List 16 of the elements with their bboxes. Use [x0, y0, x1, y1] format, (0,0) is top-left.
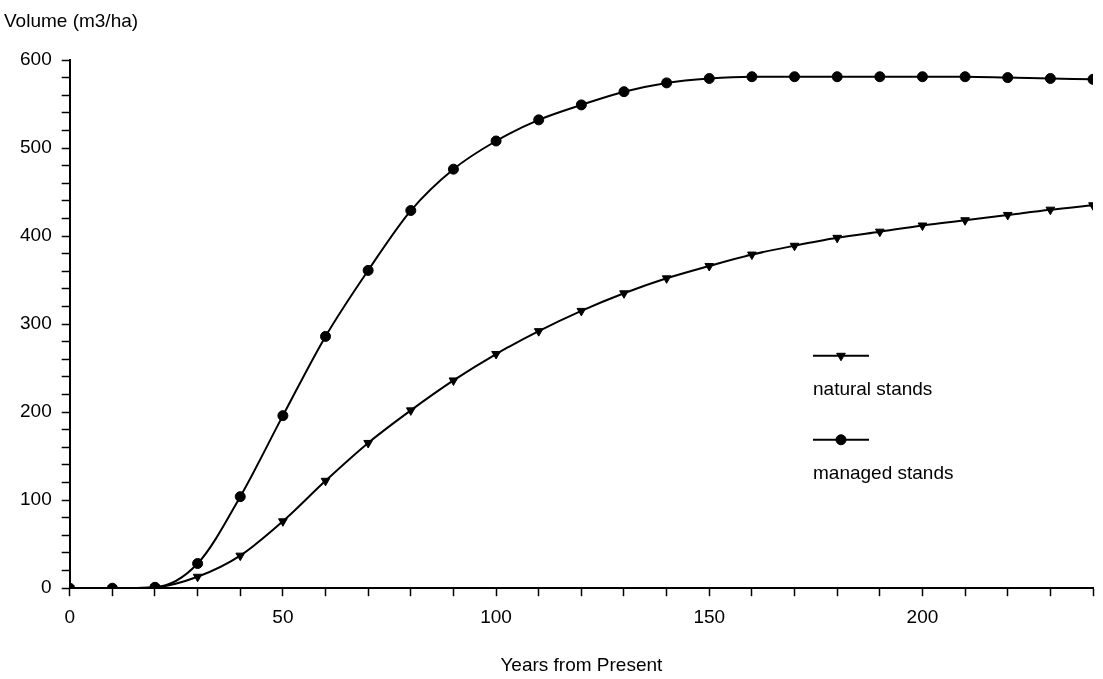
y-tick-label: 100 [20, 488, 52, 510]
y-tick-label: 300 [20, 312, 52, 334]
y-tick-label: 0 [41, 576, 52, 598]
legend-label: managed stands [813, 462, 954, 484]
x-tick-label: 150 [693, 605, 726, 627]
y-tick-label: 600 [20, 48, 52, 70]
y-tick-label: 200 [20, 400, 52, 422]
legend-label: natural stands [813, 378, 933, 400]
y-axis-title: Volume (m3/ha) [4, 9, 139, 31]
x-axis-title: Years from Present [500, 653, 664, 675]
x-tick-label: 0 [64, 605, 75, 627]
x-tick-label: 100 [480, 605, 512, 627]
y-tick-label: 400 [20, 224, 52, 246]
x-tick-label: 200 [906, 605, 939, 627]
x-tick-label: 50 [272, 605, 294, 627]
y-tick-label: 500 [20, 136, 52, 158]
